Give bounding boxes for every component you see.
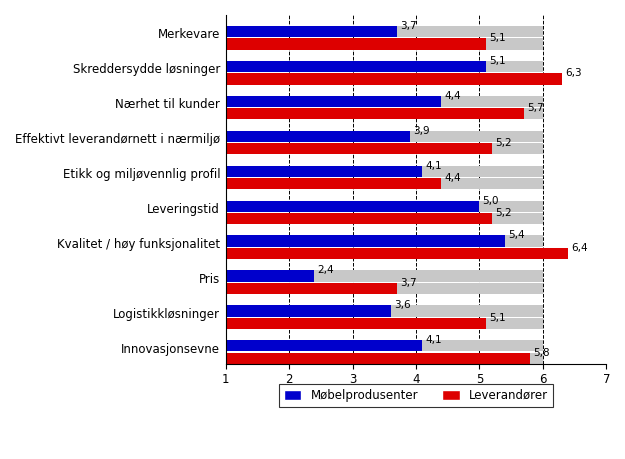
Text: 5,1: 5,1 [489, 313, 506, 323]
Bar [226, 201, 543, 212]
Bar [226, 213, 492, 224]
Bar [226, 248, 568, 259]
Text: 5,4: 5,4 [508, 230, 524, 241]
Text: 3,6: 3,6 [394, 300, 411, 310]
Text: 4,4: 4,4 [444, 91, 461, 101]
Bar [226, 73, 543, 84]
Bar [226, 39, 543, 50]
Bar [226, 143, 543, 154]
Bar [226, 248, 543, 259]
Text: 5,1: 5,1 [489, 56, 506, 66]
Bar [226, 143, 492, 154]
Bar [226, 270, 314, 281]
Legend: Møbelprodusenter, Leverandører: Møbelprodusenter, Leverandører [279, 384, 553, 407]
Text: 5,8: 5,8 [533, 348, 550, 358]
Bar [226, 340, 543, 352]
Bar [226, 318, 486, 329]
Bar [226, 353, 530, 364]
Bar [226, 26, 397, 37]
Text: 5,7: 5,7 [527, 103, 544, 113]
Text: 6,3: 6,3 [565, 68, 582, 78]
Bar [226, 96, 543, 107]
Text: 5,2: 5,2 [495, 138, 512, 148]
Bar [226, 108, 543, 119]
Bar [226, 96, 441, 107]
Bar [226, 26, 543, 37]
Bar [226, 178, 441, 190]
Text: 6,4: 6,4 [571, 243, 588, 253]
Bar [226, 353, 543, 364]
Text: 5,1: 5,1 [489, 34, 506, 44]
Text: 2,4: 2,4 [318, 265, 334, 275]
Bar [226, 305, 391, 317]
Bar [226, 39, 486, 50]
Bar [226, 166, 422, 177]
Bar [226, 166, 543, 177]
Text: 5,0: 5,0 [482, 196, 499, 206]
Bar [226, 235, 543, 246]
Bar [226, 270, 543, 281]
Bar [226, 178, 543, 190]
Bar [226, 131, 409, 142]
Bar [226, 73, 562, 84]
Bar [226, 201, 479, 212]
Bar [226, 283, 543, 294]
Bar [226, 305, 543, 317]
Bar [226, 283, 397, 294]
Bar [226, 108, 524, 119]
Bar [226, 340, 422, 352]
Bar [226, 318, 543, 329]
Bar [226, 213, 543, 224]
Text: 5,2: 5,2 [495, 208, 512, 218]
Bar [226, 61, 486, 72]
Text: 4,1: 4,1 [426, 335, 442, 345]
Text: 3,7: 3,7 [400, 21, 417, 31]
Bar [226, 235, 505, 246]
Text: 3,7: 3,7 [400, 278, 417, 288]
Bar [226, 61, 543, 72]
Text: 3,9: 3,9 [412, 126, 429, 136]
Text: 4,4: 4,4 [444, 173, 461, 183]
Text: 4,1: 4,1 [426, 161, 442, 171]
Bar [226, 131, 543, 142]
